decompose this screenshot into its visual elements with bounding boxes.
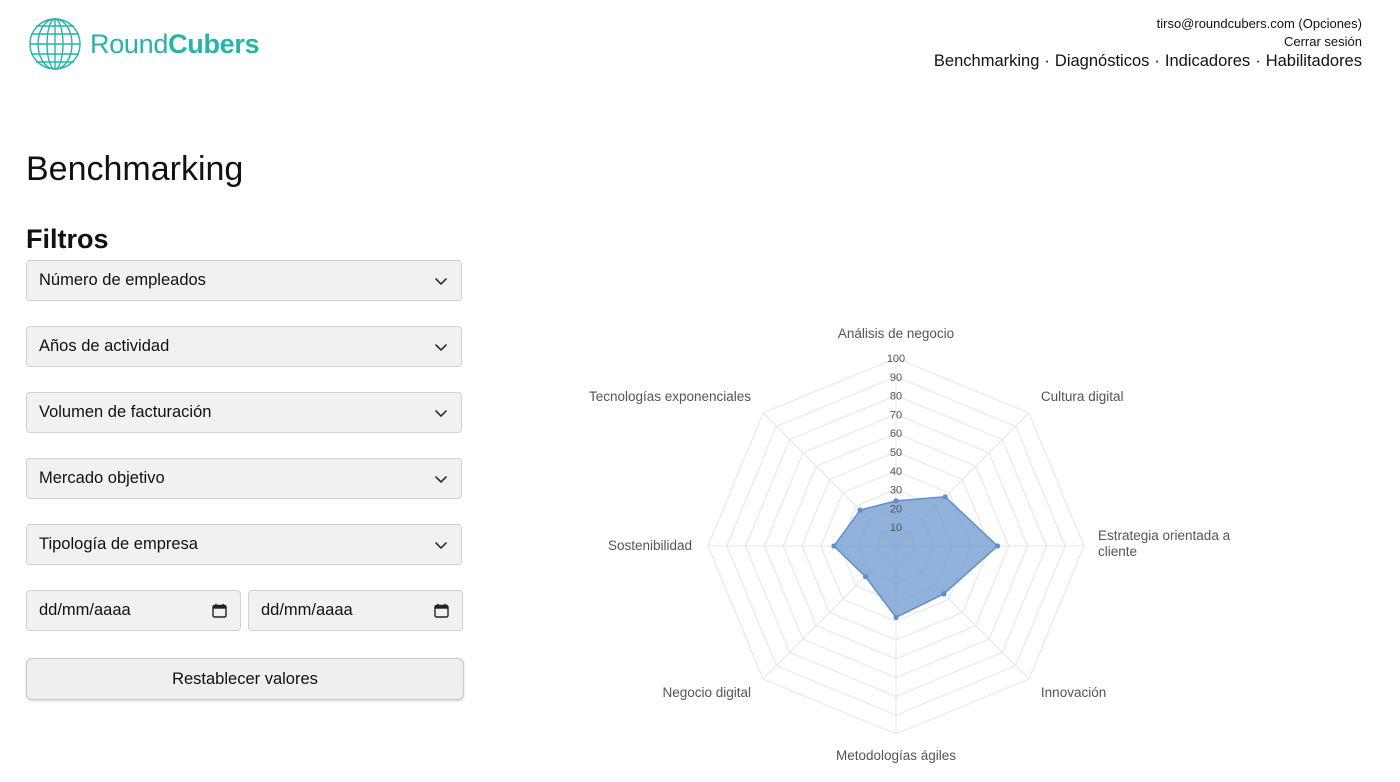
- activity-years-select[interactable]: Años de actividad: [26, 326, 462, 367]
- date-from-input[interactable]: dd/mm/aaaa: [26, 590, 241, 631]
- select-label: Mercado objetivo: [39, 469, 165, 487]
- nav-benchmarking[interactable]: Benchmarking: [933, 52, 1040, 70]
- radar-axis-label: Estrategia orientada a cliente: [1098, 528, 1231, 559]
- revenue-select[interactable]: Volumen de facturación: [26, 392, 462, 433]
- radar-axis-label-line: Negocio digital: [663, 685, 752, 700]
- select-label: Años de actividad: [39, 337, 170, 355]
- radar-tick-label: 90: [890, 372, 902, 384]
- radar-axis-label-line: Tecnologías exponenciales: [589, 389, 751, 404]
- radar-axis-label-line: Innovación: [1041, 685, 1106, 700]
- user-area: tirso@roundcubers.com (Opciones) Cerrar …: [1157, 15, 1362, 51]
- radar-data-point: [893, 614, 899, 621]
- brand-name-part2: Cubers: [168, 28, 260, 59]
- date-range: dd/mm/aaaa dd/mm/aaaa: [26, 590, 463, 631]
- nav-separator: ·: [1255, 52, 1261, 70]
- filters-title: Filtros: [26, 224, 109, 254]
- radar-axis-label: Innovación: [1041, 685, 1106, 700]
- radar-tick-label: 20: [890, 503, 902, 515]
- chevron-down-icon: [435, 410, 447, 417]
- radar-tick-label: 80: [890, 391, 902, 403]
- radar-tick-label: 40: [890, 466, 902, 478]
- radar-series-area: [832, 496, 999, 619]
- radar-axis-label-line: Estrategia orientada a: [1098, 528, 1231, 543]
- radar-data-point: [893, 498, 899, 504]
- radar-tick-label: 50: [890, 447, 902, 459]
- radar-axis-label-line: Sostenibilidad: [608, 538, 692, 553]
- calendar-icon[interactable]: [212, 603, 227, 618]
- radar-axis-label: Análisis de negocio: [838, 326, 954, 341]
- nav-separator: ·: [1044, 52, 1050, 70]
- radar-data-point: [994, 543, 1001, 549]
- select-label: Tipología de empresa: [39, 535, 198, 553]
- radar-axis-label-line: Metodologías ágiles: [836, 748, 956, 763]
- select-label: Número de empleados: [39, 271, 206, 289]
- main-nav: Benchmarking · Diagnósticos · Indicadore…: [934, 52, 1362, 71]
- radar-axis-label: Cultura digital: [1041, 389, 1124, 404]
- page-title: Benchmarking: [26, 150, 244, 188]
- brand-logo[interactable]: RoundCubers: [28, 16, 268, 72]
- logout-link[interactable]: Cerrar sesión: [1283, 34, 1362, 49]
- radar-data-point: [862, 573, 869, 580]
- filters-panel: Número de empleados Años de actividad Vo…: [26, 260, 464, 700]
- user-email-options-link[interactable]: tirso@roundcubers.com (Opciones): [1156, 16, 1362, 31]
- chevron-down-icon: [435, 344, 447, 351]
- nav-indicadores[interactable]: Indicadores: [1164, 52, 1251, 70]
- radar-axis-label: Negocio digital: [663, 685, 752, 700]
- radar-axis-label: Sostenibilidad: [608, 538, 692, 553]
- radar-axis-label-line: Análisis de negocio: [838, 326, 954, 341]
- radar-axis-label: Tecnologías exponenciales: [589, 389, 751, 404]
- radar-tick-label: 10: [890, 522, 902, 534]
- calendar-icon[interactable]: [434, 603, 449, 618]
- date-to-input[interactable]: dd/mm/aaaa: [248, 590, 463, 631]
- radar-data-point: [831, 543, 837, 549]
- radar-data-point: [941, 591, 947, 597]
- globe-icon: [29, 18, 81, 70]
- radar-tick-label: 30: [890, 485, 902, 497]
- select-label: Volumen de facturación: [39, 403, 212, 421]
- chevron-down-icon: [435, 278, 447, 285]
- nav-habilitadores[interactable]: Habilitadores: [1265, 52, 1362, 70]
- brand-name-part1: Round: [90, 28, 169, 59]
- chevron-down-icon: [435, 542, 447, 549]
- radar-tick-label: 70: [890, 409, 902, 421]
- date-from-placeholder: dd/mm/aaaa: [39, 601, 131, 619]
- radar-axis-label-line: cliente: [1098, 544, 1137, 559]
- radar-axis-label: Metodologías ágiles: [836, 748, 956, 763]
- target-market-select[interactable]: Mercado objetivo: [26, 458, 462, 499]
- reset-button[interactable]: Restablecer valores: [26, 658, 464, 700]
- chevron-down-icon: [435, 476, 447, 483]
- radar-data-point: [857, 507, 863, 513]
- radar-tick-label: 100: [887, 353, 905, 365]
- radar-chart-svg: 10 20 30 40 50 60 70 80 90 100 Análisis de negocio…: [589, 326, 1231, 763]
- brand-wordmark: RoundCubers: [90, 28, 260, 60]
- company-type-select[interactable]: Tipología de empresa: [26, 524, 462, 565]
- nav-diagnosticos[interactable]: Diagnósticos: [1054, 52, 1150, 70]
- radar-data-point: [942, 494, 948, 500]
- radar-axis-label-line: Cultura digital: [1041, 389, 1124, 404]
- date-to-placeholder: dd/mm/aaaa: [261, 601, 353, 619]
- employees-select[interactable]: Número de empleados: [26, 260, 462, 301]
- nav-separator: ·: [1154, 52, 1160, 70]
- radar-chart: 10 20 30 40 50 60 70 80 90 100 Análisis de negocio…: [570, 310, 1250, 782]
- radar-tick-label: 60: [890, 428, 902, 440]
